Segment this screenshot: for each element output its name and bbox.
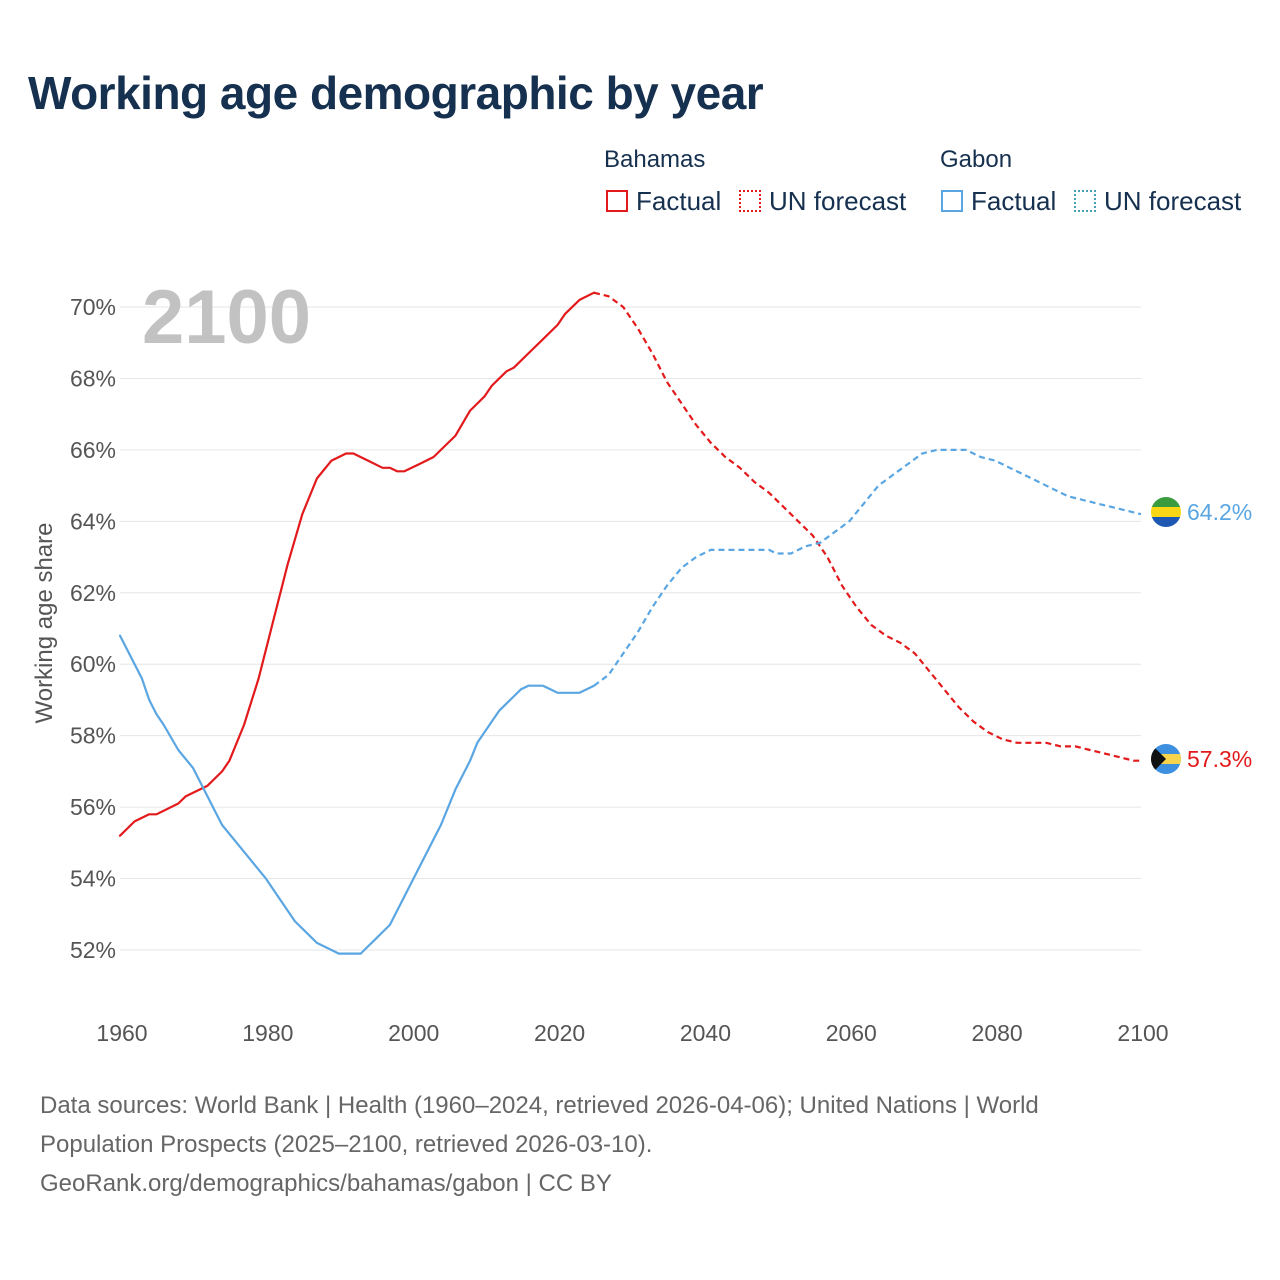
x-tick-label-2060: 2060 xyxy=(826,1020,877,1046)
year-watermark: 2100 xyxy=(142,275,311,360)
series-line-bahamas-factual[interactable] xyxy=(118,291,596,837)
y-tick-label-68: 68% xyxy=(70,365,116,391)
legend-label-bahamas-factual[interactable]: Factual xyxy=(636,186,722,216)
series-line-gabon-factual[interactable] xyxy=(118,634,596,955)
end-label-bahamas: 57.3% xyxy=(1187,746,1252,772)
footer-line-3[interactable]: GeoRank.org/demographics/bahamas/gabon |… xyxy=(40,1170,612,1197)
y-tick-label-56: 56% xyxy=(70,794,116,820)
x-tick-label-2040: 2040 xyxy=(680,1020,731,1046)
y-tick-label-54: 54% xyxy=(70,866,116,892)
y-tick-label-60: 60% xyxy=(70,651,116,677)
line-chart: 2100 Working age share 52% 54% 56% 58% 60% 62… xyxy=(31,275,1252,1046)
footer-line-2: Population Prospects (2025–2100, retriev… xyxy=(40,1131,653,1158)
y-tick-label-66: 66% xyxy=(70,437,116,463)
legend-swatch-bahamas-factual[interactable] xyxy=(606,190,628,212)
legend-swatch-gabon-forecast[interactable] xyxy=(1074,190,1096,212)
gabon-flag-icon xyxy=(1151,497,1181,527)
legend-group-gabon: Gabon xyxy=(940,146,1013,173)
legend-group-bahamas: Bahamas xyxy=(604,146,706,173)
footer-line-1: Data sources: World Bank | Health (1960–… xyxy=(40,1092,1039,1119)
x-axis-ticks: 1960 1980 2000 2020 2040 2060 2080 2100 xyxy=(96,1020,1168,1046)
footer-sources: Data sources: World Bank | Health (1960–… xyxy=(40,1086,1240,1203)
x-tick-label-2000: 2000 xyxy=(388,1020,439,1046)
x-tick-label-2100: 2100 xyxy=(1117,1020,1168,1046)
x-tick-label-2020: 2020 xyxy=(534,1020,585,1046)
legend-label-bahamas-forecast[interactable]: UN forecast xyxy=(769,186,907,216)
series-line-gabon-forecast[interactable] xyxy=(593,448,1142,687)
series-lines xyxy=(118,291,1142,955)
legend-label-gabon-factual[interactable]: Factual xyxy=(971,186,1057,216)
y-tick-label-52: 52% xyxy=(70,937,116,963)
legend-swatch-bahamas-forecast[interactable] xyxy=(739,190,761,212)
bahamas-flag-icon xyxy=(1151,744,1181,774)
x-tick-label-1960: 1960 xyxy=(96,1020,147,1046)
y-axis-label: Working age share xyxy=(31,523,58,724)
legend-swatch-gabon-factual[interactable] xyxy=(941,190,963,212)
gridlines xyxy=(120,306,1141,951)
y-tick-label-64: 64% xyxy=(70,508,116,534)
chart-title: Working age demographic by year xyxy=(28,67,764,119)
x-tick-label-1980: 1980 xyxy=(242,1020,293,1046)
x-tick-label-2080: 2080 xyxy=(972,1020,1023,1046)
series-line-bahamas-forecast[interactable] xyxy=(593,291,1141,762)
y-tick-label-58: 58% xyxy=(70,723,116,749)
y-tick-label-70: 70% xyxy=(70,294,116,320)
y-tick-label-62: 62% xyxy=(70,580,116,606)
y-axis-ticks: 52% 54% 56% 58% 60% 62% 64% 66% 68% 70% xyxy=(70,294,116,963)
end-label-gabon: 64.2% xyxy=(1187,499,1252,525)
legend-label-gabon-forecast[interactable]: UN forecast xyxy=(1104,186,1242,216)
